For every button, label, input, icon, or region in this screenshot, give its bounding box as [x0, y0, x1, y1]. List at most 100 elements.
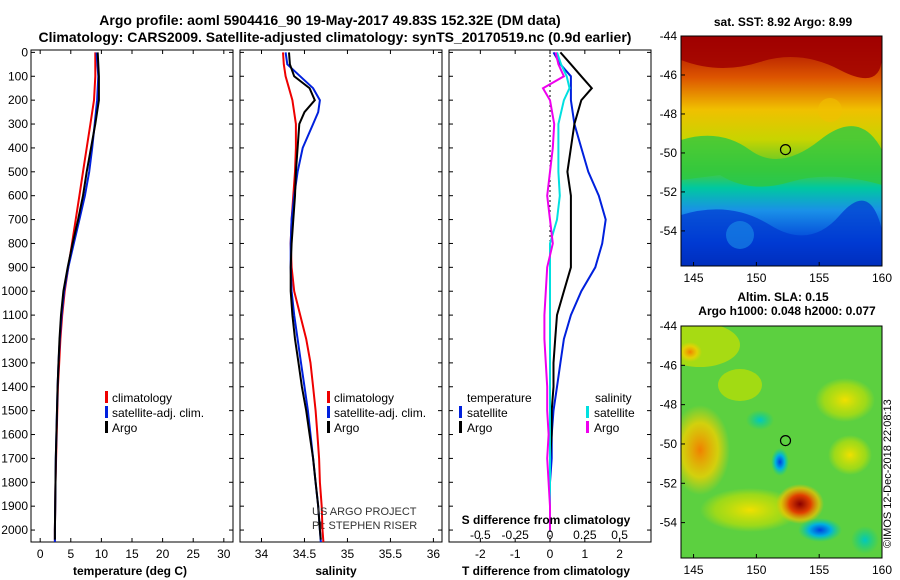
depth-tick-label: 1300	[1, 356, 28, 370]
series-line-climatology	[282, 52, 325, 543]
series-line-argo	[53, 52, 100, 540]
s-tick-label: -0.5	[470, 528, 491, 542]
sst-map: sat. SST: 8.92 Argo: 8.99 145 150 155 160 -4…	[660, 15, 893, 285]
lat-tick-label: -50	[660, 437, 678, 451]
series-line-climatology	[53, 52, 97, 542]
lat-tick-label: -50	[660, 146, 678, 160]
legend-title-salinity: salinity	[595, 391, 632, 405]
lat-tick-label: -44	[660, 29, 678, 43]
difference-legend: temperature satellite Argo salinity sate…	[459, 391, 635, 435]
header-line-1: Argo profile: aoml 5904416_90 19-May-201…	[99, 12, 560, 28]
sla-anomaly	[776, 484, 824, 524]
legend-swatch-climatology	[327, 391, 330, 403]
x-tick-label: 10	[95, 547, 109, 561]
depth-tick-label: 800	[8, 236, 28, 250]
salinity-panel: 34 34.5 35 35.5 36	[240, 50, 442, 561]
depth-tick-label: 2000	[1, 523, 28, 537]
depth-tick-label: 0	[21, 45, 28, 59]
x-tick-label: 25	[187, 547, 201, 561]
legend-label-argo: Argo	[334, 421, 360, 435]
lon-tick-label: 145	[684, 563, 704, 577]
lat-tick-label: -46	[660, 68, 678, 82]
x-tick-label: -2	[475, 547, 486, 561]
sla-anomaly	[828, 435, 872, 475]
lon-tick-label: 150	[746, 271, 766, 285]
legend-label-s-argo: Argo	[594, 421, 620, 435]
x-tick-label: 15	[125, 547, 139, 561]
lon-tick-label: 160	[872, 271, 892, 285]
legend-label-t-satellite: satellite	[467, 406, 508, 420]
sst-map-title: sat. SST: 8.92 Argo: 8.99	[714, 15, 853, 29]
s-tick-label: 0.5	[611, 528, 628, 542]
sla-anomaly	[815, 378, 875, 422]
lat-tick-label: -54	[660, 516, 678, 530]
legend-label-satellite: satellite-adj. clim.	[334, 406, 426, 420]
s-tick-label: -0.25	[501, 528, 529, 542]
imos-credit: ©IMOS 12-Dec-2018 22:08:13	[882, 399, 894, 548]
sla-map-axes: 145 150 155 160 -44 -46 -48 -50 -52 -54	[660, 319, 893, 577]
legend-swatch-s-argo	[586, 421, 589, 433]
series-line-argo	[288, 52, 322, 540]
series-line-satellite-adj-clim-	[53, 52, 100, 542]
lon-tick-label: 160	[872, 563, 892, 577]
x-tick-label: 30	[217, 547, 231, 561]
lat-tick-label: -54	[660, 224, 678, 238]
depth-tick-label: 900	[8, 260, 28, 274]
lat-tick-label: -52	[660, 185, 678, 199]
header-line-2: Climatology: CARS2009. Satellite-adjuste…	[39, 29, 632, 45]
depth-tick-label: 700	[8, 213, 28, 227]
x-tick-label: 36	[427, 547, 441, 561]
x-tick-label: 34.5	[293, 547, 317, 561]
depth-tick-label: 100	[8, 69, 28, 83]
project-credit: US ARGO PROJECT	[312, 506, 417, 518]
depth-tick-label: 1100	[2, 308, 28, 322]
temperature-panel-frame	[30, 49, 234, 543]
series-line-argo	[549, 51, 594, 531]
sla-anomaly	[718, 369, 762, 401]
legend-label-climatology: climatology	[334, 391, 394, 405]
lat-tick-label: -44	[660, 319, 678, 333]
legend-swatch-climatology	[105, 391, 108, 403]
depth-tick-label: 1600	[1, 428, 28, 442]
lon-tick-label: 155	[809, 271, 829, 285]
x-tick-label: 35.5	[379, 547, 403, 561]
legend-label-climatology: climatology	[112, 391, 172, 405]
sst-eddy	[726, 221, 754, 249]
lat-tick-label: -48	[660, 398, 678, 412]
sla-anomaly	[851, 526, 879, 554]
x-tick-label: 20	[156, 547, 170, 561]
lon-tick-label: 155	[809, 563, 829, 577]
depth-tick-label: 1900	[1, 499, 28, 513]
depth-tick-label: 300	[8, 117, 28, 131]
depth-tick-label: 400	[8, 141, 28, 155]
sla-map-subtitle: Argo h1000: 0.048 h2000: 0.077	[698, 304, 876, 318]
legend-swatch-argo	[105, 421, 108, 433]
temperature-legend: climatology satellite-adj. clim. Argo	[105, 391, 204, 435]
argo-location-marker	[779, 435, 792, 447]
lon-tick-label: 150	[746, 563, 766, 577]
sla-map-frame	[680, 325, 883, 559]
sla-anomaly	[681, 405, 730, 495]
sla-anomaly	[746, 410, 774, 430]
salinity-panel-frame	[239, 49, 443, 543]
depth-tick-label: 600	[8, 189, 28, 203]
temperature-panel: 0 5 10 15 20 25 30	[31, 50, 233, 561]
depth-tick-label: 1400	[1, 380, 28, 394]
lat-tick-label: -46	[660, 358, 678, 372]
t-difference-axis-label: T difference from climatology	[462, 564, 630, 578]
sla-anomaly	[681, 342, 702, 362]
series-line-argo	[541, 52, 566, 531]
series-line-satellite	[549, 52, 571, 531]
sst-eddy	[818, 98, 842, 122]
x-tick-label: 35	[341, 547, 355, 561]
sla-anomaly	[771, 448, 789, 476]
argo-location-marker	[779, 144, 792, 156]
sla-map: Altim. SLA: 0.15 Argo h1000: 0.048 h2000…	[660, 290, 893, 577]
sst-map-axes: 145 150 155 160 -44 -46 -48 -50 -52 -54	[660, 29, 893, 285]
legend-swatch-satellite	[105, 406, 108, 418]
x-tick-label: 5	[67, 547, 74, 561]
s-difference-axis-label: S difference from climatology	[462, 513, 631, 527]
legend-label-satellite: satellite-adj. clim.	[112, 406, 204, 420]
legend-swatch-t-argo	[459, 421, 462, 433]
